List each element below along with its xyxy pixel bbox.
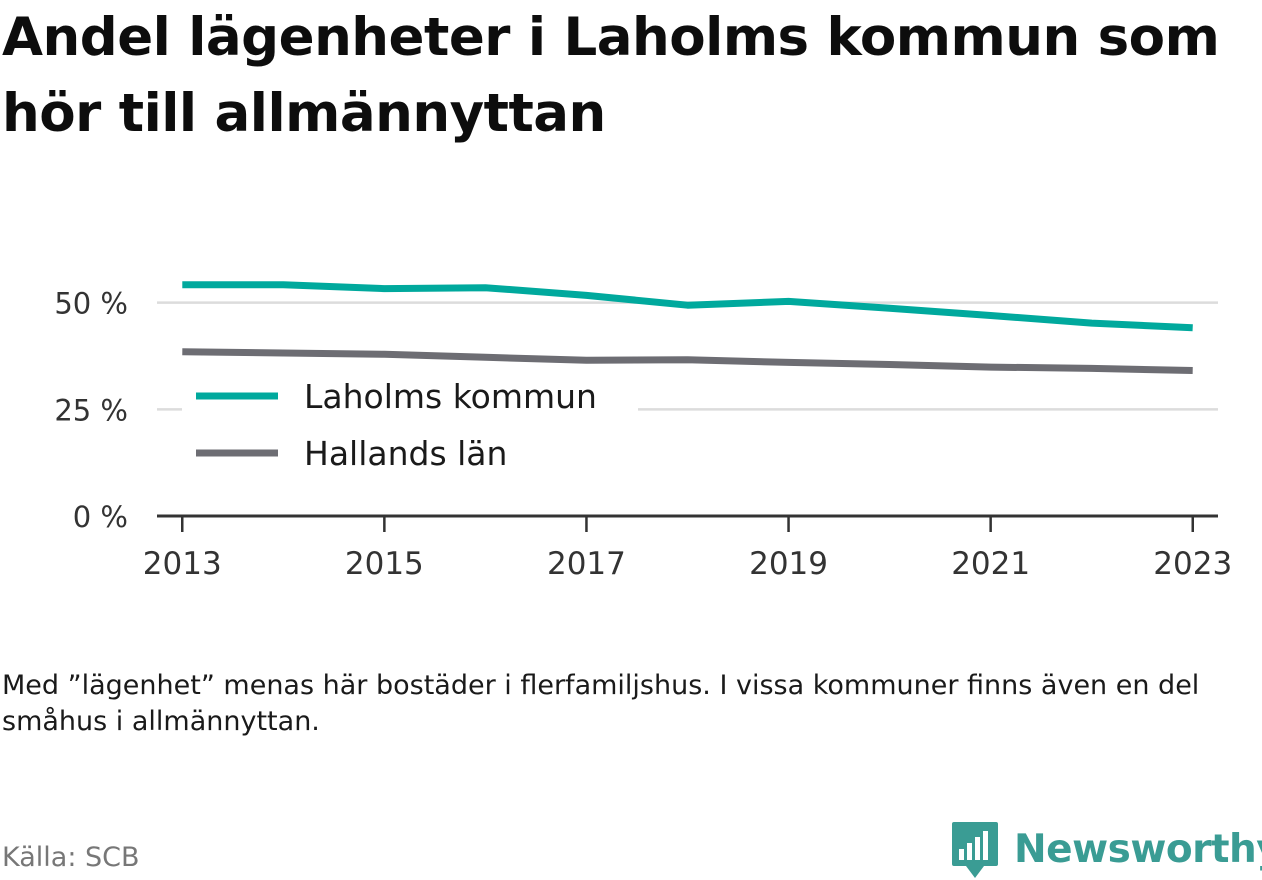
source-label: Källa: SCB — [2, 842, 140, 873]
legend-label: Laholms kommun — [304, 377, 597, 416]
x-tick-label: 2013 — [143, 546, 222, 582]
y-axis-ticks: 0 % 25 % 50 % — [54, 287, 128, 534]
footnote: Med ”lägenhet” menas här bostäder i fler… — [2, 670, 1200, 737]
legend-label: Hallands län — [304, 434, 507, 473]
x-axis: 2013 2015 2017 2019 2021 2023 — [143, 514, 1232, 582]
series-line-laholms-kommun — [182, 281, 1193, 332]
chart-title: Andel lägenheter i Laholms kommun som hö… — [2, 7, 1220, 144]
legend-background — [182, 365, 638, 479]
series-lines — [182, 281, 1193, 374]
line-chart: 0 % 25 % 50 % Laholms kommun Hallands län 2… — [54, 281, 1232, 582]
brand-logo: Newsworthy — [950, 818, 1262, 880]
x-tick-label: 2023 — [1153, 546, 1232, 582]
y-tick-label: 0 % — [73, 500, 128, 534]
legend: Laholms kommun Hallands län — [182, 365, 638, 479]
x-tick-label: 2015 — [345, 546, 424, 582]
x-tick-label: 2017 — [547, 546, 626, 582]
x-tick-label: 2021 — [951, 546, 1030, 582]
bar-chart-speech-bubble-icon — [952, 822, 998, 878]
series-line-hallands-län — [182, 348, 1193, 374]
y-tick-label: 50 % — [54, 287, 128, 321]
x-tick-label: 2019 — [749, 546, 828, 582]
y-tick-label: 25 % — [54, 393, 128, 427]
brand-name: Newsworthy — [1014, 826, 1262, 872]
